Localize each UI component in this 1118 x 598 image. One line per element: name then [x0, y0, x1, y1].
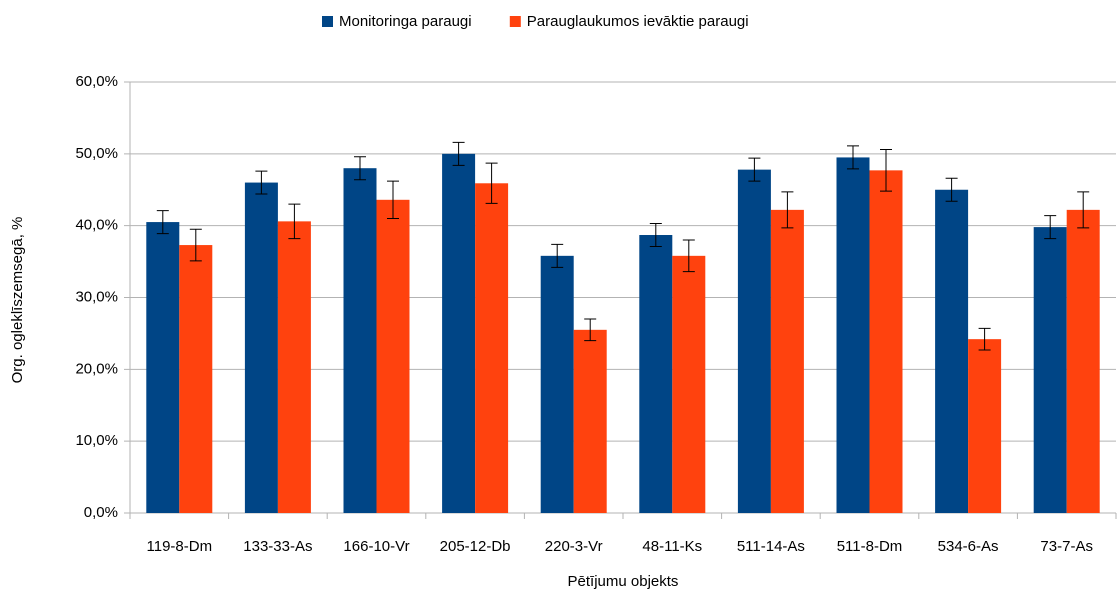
bar	[770, 209, 804, 513]
bar	[672, 255, 706, 513]
bar	[146, 222, 180, 513]
y-tick-label: 50,0%	[75, 145, 118, 162]
bar	[639, 235, 673, 513]
bar	[277, 221, 311, 513]
x-tick-label: 48-11-Ks	[642, 538, 702, 555]
x-axis-title: Pētījumu objekts	[568, 573, 679, 590]
error-bar	[945, 177, 958, 202]
error-bar	[1077, 191, 1090, 229]
x-tick-label: 166-10-Vr	[343, 538, 409, 555]
error-bar	[452, 141, 465, 166]
bar	[376, 199, 410, 513]
bar	[179, 245, 213, 514]
y-tick-label: 60,0%	[75, 73, 118, 90]
error-bar	[748, 157, 761, 182]
error-bar	[551, 243, 564, 268]
bar	[475, 183, 509, 513]
error-bar	[387, 180, 399, 219]
bar	[935, 189, 969, 513]
y-axis-title: Org. ogleklīszemsegā, %	[9, 217, 26, 384]
error-bar	[781, 191, 794, 229]
x-tick-label: 73-7-As	[1040, 538, 1093, 555]
bar	[869, 170, 903, 514]
legend-swatch	[509, 16, 521, 27]
error-bar	[189, 228, 202, 262]
bar	[573, 329, 607, 513]
error-bar	[649, 223, 662, 247]
error-bar	[978, 327, 991, 351]
bar	[968, 339, 1002, 513]
error-bar	[354, 156, 366, 181]
error-bar	[255, 170, 268, 195]
x-tick-label: 119-8-Dm	[147, 538, 213, 555]
bar	[737, 169, 771, 514]
x-tick-label: 511-14-As	[737, 538, 805, 555]
x-tick-label: 133-33-As	[243, 538, 312, 555]
x-tick-label: 534-6-As	[938, 538, 999, 555]
legend-label: Monitoringa paraugi	[339, 13, 472, 30]
error-bar	[156, 210, 169, 235]
x-tick-label: 220-3-Vr	[545, 538, 603, 555]
y-tick-label: 10,0%	[75, 432, 118, 449]
y-tick-label: 30,0%	[75, 288, 118, 305]
error-bar	[584, 318, 597, 342]
bar	[1066, 209, 1100, 513]
bar	[442, 153, 476, 514]
bar	[343, 168, 377, 513]
x-tick-label: 205-12-Db	[440, 538, 511, 555]
legend-label: Parauglaukumos ievāktie paraugi	[527, 13, 749, 30]
x-tick-label: 511-8-Dm	[837, 538, 903, 555]
error-bar	[682, 239, 695, 273]
bar	[836, 157, 870, 514]
error-bar	[288, 203, 301, 240]
bar	[1033, 227, 1067, 513]
bar	[540, 255, 574, 513]
error-bar	[847, 145, 859, 170]
y-tick-label: 0,0%	[84, 504, 118, 521]
error-bar	[1044, 215, 1057, 240]
bar	[244, 182, 278, 514]
legend-swatch	[322, 16, 333, 27]
error-bar	[485, 162, 498, 204]
error-bar	[880, 149, 892, 192]
y-tick-label: 40,0%	[75, 217, 118, 234]
y-tick-label: 20,0%	[75, 360, 118, 377]
